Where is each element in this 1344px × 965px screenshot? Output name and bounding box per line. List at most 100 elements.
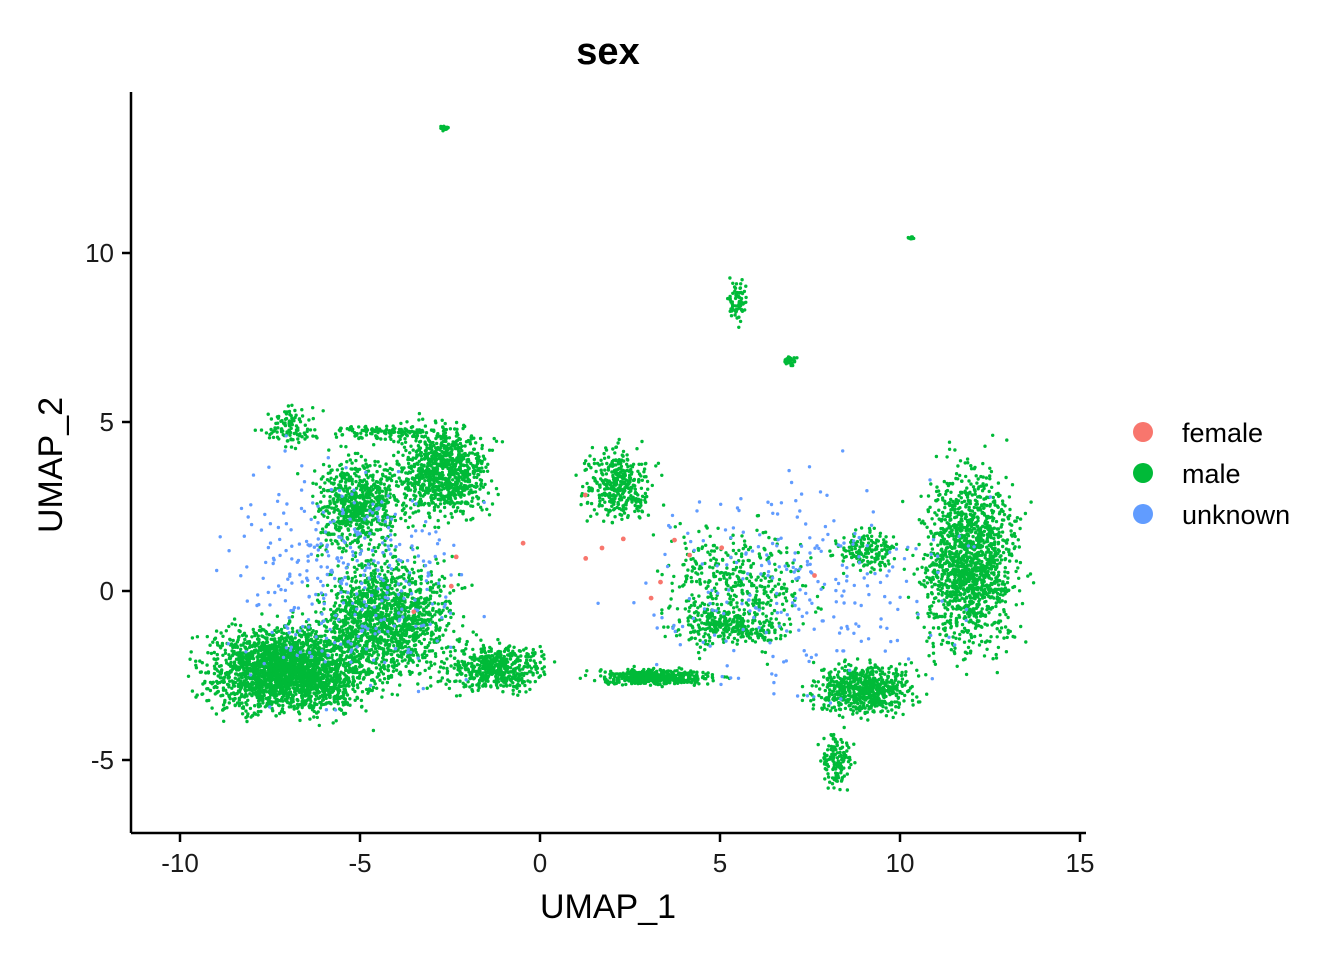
point-male bbox=[381, 611, 385, 615]
point-male bbox=[367, 542, 372, 546]
point-male bbox=[387, 613, 391, 617]
point-male bbox=[323, 653, 327, 658]
point-male bbox=[271, 693, 275, 697]
point-male bbox=[471, 630, 475, 634]
point-male bbox=[373, 600, 377, 605]
point-male bbox=[479, 469, 483, 474]
point-male bbox=[355, 505, 360, 509]
point-male bbox=[225, 661, 229, 665]
point-male bbox=[344, 634, 348, 638]
point-male bbox=[269, 664, 274, 668]
point-male bbox=[205, 687, 209, 691]
point-male bbox=[373, 463, 377, 467]
point-male bbox=[386, 646, 390, 650]
point-male bbox=[222, 719, 226, 723]
point-male bbox=[381, 688, 385, 692]
point-male bbox=[277, 703, 281, 708]
point-male bbox=[254, 643, 259, 647]
point-male bbox=[346, 669, 350, 673]
point-male bbox=[338, 648, 342, 652]
point-male bbox=[239, 653, 244, 657]
point-male bbox=[228, 655, 232, 659]
point-male bbox=[474, 633, 479, 637]
point-male bbox=[251, 668, 255, 672]
point-male bbox=[353, 551, 358, 555]
point-male bbox=[353, 575, 357, 579]
point-male bbox=[331, 721, 335, 725]
point-male bbox=[300, 699, 304, 704]
point-male bbox=[392, 439, 396, 444]
point-male bbox=[438, 502, 443, 506]
point-male bbox=[330, 616, 334, 620]
point-male bbox=[431, 632, 435, 636]
point-male bbox=[289, 696, 293, 701]
point-male bbox=[230, 686, 234, 690]
point-male bbox=[341, 690, 345, 694]
point-male bbox=[189, 650, 193, 654]
point-male bbox=[338, 603, 342, 608]
point-male bbox=[347, 603, 351, 607]
point-male bbox=[228, 638, 233, 642]
point-male bbox=[315, 665, 319, 669]
point-male bbox=[352, 588, 356, 592]
point-male bbox=[359, 638, 364, 643]
point-male bbox=[359, 635, 363, 639]
point-male bbox=[376, 653, 380, 657]
point-male bbox=[262, 691, 266, 695]
point-male bbox=[345, 521, 350, 525]
point-male bbox=[261, 634, 265, 639]
point-male bbox=[391, 657, 395, 661]
point-male bbox=[382, 482, 386, 486]
point-male bbox=[444, 628, 448, 632]
point-male bbox=[366, 609, 370, 613]
point-male bbox=[291, 686, 295, 690]
point-male bbox=[380, 681, 385, 685]
point-male bbox=[371, 475, 375, 479]
point-male bbox=[340, 532, 344, 536]
point-male bbox=[259, 682, 263, 687]
point-male bbox=[261, 675, 266, 679]
point-male bbox=[376, 485, 381, 489]
point-male bbox=[241, 633, 245, 637]
point-male bbox=[383, 499, 388, 503]
point-male bbox=[403, 437, 407, 441]
point-male bbox=[335, 669, 340, 674]
point-male bbox=[337, 512, 342, 516]
point-male bbox=[274, 697, 279, 701]
point-male bbox=[239, 647, 243, 651]
point-male bbox=[330, 542, 334, 546]
point-male bbox=[378, 464, 382, 468]
point-male bbox=[346, 537, 350, 541]
point-male bbox=[313, 701, 317, 705]
point-male bbox=[262, 655, 267, 660]
point-male bbox=[417, 639, 421, 644]
point-male bbox=[238, 623, 243, 628]
point-male bbox=[461, 624, 465, 628]
point-male bbox=[280, 631, 284, 635]
point-male bbox=[273, 642, 277, 647]
point-male bbox=[410, 625, 414, 629]
point-male bbox=[310, 659, 314, 663]
point-male bbox=[334, 652, 339, 657]
point-male bbox=[290, 615, 295, 619]
point-male bbox=[470, 583, 474, 587]
point-male bbox=[378, 678, 382, 682]
point-male bbox=[426, 511, 431, 515]
point-male bbox=[318, 485, 322, 489]
point-male bbox=[385, 642, 389, 646]
point-male bbox=[221, 686, 226, 690]
point-male bbox=[339, 526, 343, 530]
point-male bbox=[438, 509, 443, 513]
point-male bbox=[348, 697, 352, 701]
point-male bbox=[379, 477, 384, 481]
point-male bbox=[220, 668, 224, 672]
point-male bbox=[337, 546, 341, 550]
point-male bbox=[436, 610, 440, 614]
point-male bbox=[418, 671, 422, 676]
point-male bbox=[405, 420, 409, 424]
point-male bbox=[443, 514, 447, 518]
point-male bbox=[388, 471, 392, 476]
point-male bbox=[284, 699, 288, 703]
point-male bbox=[472, 436, 476, 440]
